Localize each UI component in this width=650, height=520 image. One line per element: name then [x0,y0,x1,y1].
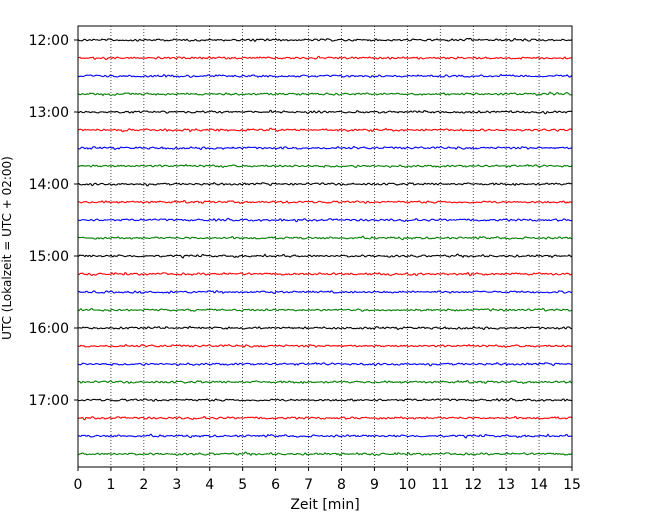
x-tick-label: 3 [172,477,181,493]
seismic-trace [77,55,573,61]
x-tick-label: 7 [304,477,313,493]
seismic-trace [77,307,573,312]
seismic-trace [77,379,573,385]
x-tick-label: 0 [74,477,83,493]
seismic-trace [77,199,573,205]
y-tick-label: 15:00 [29,249,69,265]
seismic-trace [77,271,573,277]
x-tick-label: 5 [238,477,247,493]
x-axis-title: Zeit [min] [290,497,359,513]
x-tick-label: 4 [205,477,214,493]
x-tick-label: 9 [370,477,379,493]
seismic-trace [77,217,573,223]
seismic-trace [77,181,573,187]
x-tick-label: 6 [271,477,280,493]
x-tick-label: 14 [530,477,548,493]
seismic-trace [77,451,573,457]
y-tick-label: 12:00 [29,33,69,49]
seismic-trace [77,433,573,439]
x-tick-label: 12 [464,477,482,493]
y-tick-label: 16:00 [29,321,69,337]
y-tick-label: 13:00 [29,105,69,121]
seismic-trace [77,73,573,78]
x-tick-label: 13 [497,477,515,493]
y-axis-title: UTC (Lokalzeit = UTC + 02:00) [0,156,14,340]
seismic-traces [77,37,573,457]
seismic-trace [77,109,573,115]
seismic-trace [77,91,573,97]
seismic-trace [77,253,573,259]
x-tick-label: 11 [431,477,449,493]
seismic-trace [77,289,573,295]
x-tick-label: 2 [139,477,148,493]
seismic-trace [77,325,573,331]
seismic-trace [77,343,573,349]
x-tick-label: 1 [106,477,115,493]
x-tick-label: 10 [398,477,416,493]
y-tick-label: 17:00 [29,393,69,409]
seismic-trace [77,415,573,421]
y-tick-label: 14:00 [29,177,69,193]
seismic-trace [77,163,573,169]
seismic-trace [77,397,573,402]
seismic-trace [77,145,573,151]
seismic-trace [77,235,573,241]
x-axis: 0 1 2 3 4 5 6 7 8 9 10 11 12 13 14 15 [74,467,581,493]
y-axis: 12:00 13:00 14:00 15:00 16:00 17:00 [29,33,78,409]
seismic-trace [77,127,573,133]
plot-frame [77,25,573,468]
x-tick-label: 8 [337,477,346,493]
seismic-trace [77,361,573,367]
x-tick-label: 15 [563,477,581,493]
seismic-trace [77,37,573,43]
